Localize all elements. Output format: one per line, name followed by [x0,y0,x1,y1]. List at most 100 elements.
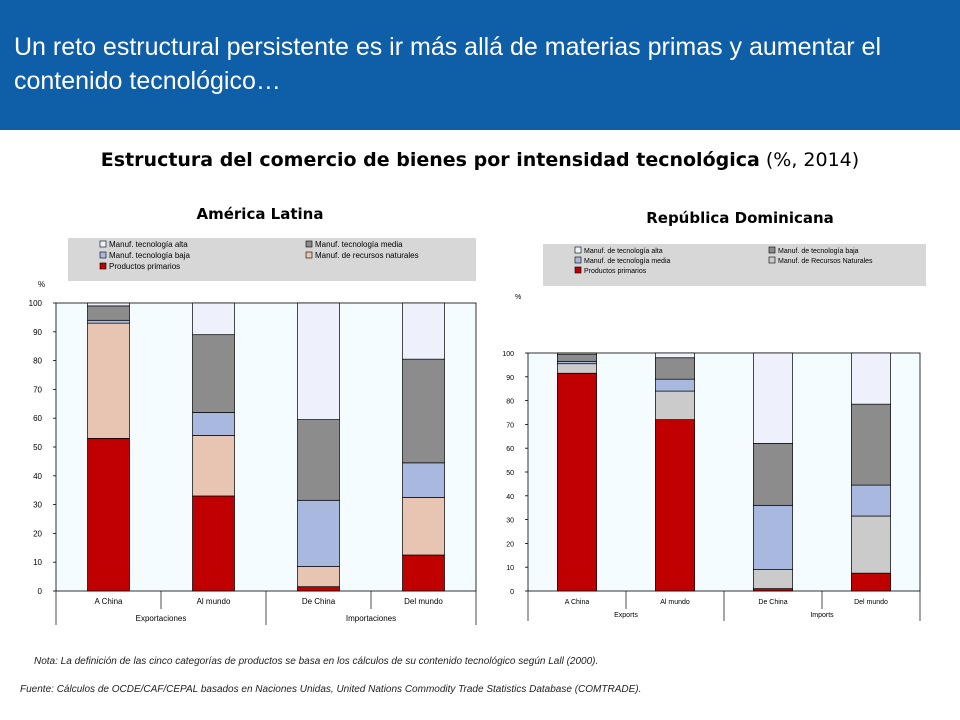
bar-segment-productos-primarios [557,372,597,592]
y-tick-label: 20 [33,529,42,538]
legend-swatch [99,240,107,248]
bar-segment-manuf-de-recursos-naturales [192,435,235,497]
y-tick-label: 50 [506,470,514,477]
x-tick-label: Al mundo [660,599,690,606]
x-tick-label: A China [94,597,123,606]
chart-title-america-latina: América Latina [196,205,324,223]
bar-segment-manuf-tecnologia-alta [402,302,445,360]
bar-segment-manuf-tecnologia-media [402,358,445,464]
bar-segment-manuf-de-tecnologia-baja [851,403,891,486]
group-label: Importaciones [346,614,396,623]
legend-swatch [99,262,107,270]
footnote: Nota: La definición de las cinco categor… [34,656,599,667]
legend-swatch [574,246,582,254]
bar-segment-manuf-tecnologia-alta [192,302,235,336]
legend-swatch [99,251,107,259]
bar-segment-manuf-de-tecnologia-alta [851,352,891,405]
y-tick-label: 50 [33,443,42,452]
y-tick-label: 30 [33,501,42,510]
bar-segment-manuf-de-tecnologia-media [557,360,597,365]
legend-swatch [305,251,313,259]
y-tick-label: 10 [33,558,42,567]
y-tick-label: 100 [29,299,43,308]
bar-segment-productos-primarios [753,588,793,592]
x-tick-label: De China [302,597,336,606]
main-chart-title-bold: Estructura del comercio de bienes por in… [100,149,760,171]
header-banner: Un reto estructural persistente es ir má… [0,0,960,130]
legend-swatch [768,246,776,254]
y-tick-label: 60 [33,414,42,423]
group-label: Imports [810,612,834,619]
y-tick-label: 70 [33,385,42,394]
bar-segment-manuf-de-tecnologia-media [851,484,891,517]
y-tick-label: 10 [506,565,514,572]
y-tick-label: 40 [33,472,42,481]
bar-segment-productos-primarios [655,419,695,592]
bar-segment-manuf-de-recursos-naturales [402,497,445,556]
bar-segment-manuf-de-tecnologia-baja [655,357,695,380]
legend-box [68,238,476,281]
legend-swatch [574,256,582,264]
y-tick-label: 100 [502,351,514,358]
y-tick-label: 80 [33,357,42,366]
legend-swatch [768,256,776,264]
y-axis-unit-label: % [515,294,521,301]
legend-label: Manuf. de tecnología alta [584,248,663,255]
bar-segment-manuf-de-recursos-naturales [753,569,793,589]
legend-label: Productos primarios [109,262,180,271]
legend-label: Manuf. de Recursos Naturales [778,258,873,265]
bar-segment-manuf-de-tecnologia-media [655,378,695,392]
bar-segment-productos-primarios [402,554,445,592]
legend-label: Manuf. de tecnología baja [778,248,859,255]
bar-segment-manuf-de-tecnologia-baja [753,443,793,506]
legend-label: Manuf. tecnología media [315,240,403,249]
bar-segment-manuf-tecnologia-baja [297,499,340,567]
bar-segment-manuf-tecnologia-alta [87,302,130,307]
slide-title: Un reto estructural persistente es ir má… [14,33,882,95]
y-tick-label: 30 [506,518,514,525]
bar-segment-manuf-de-tecnologia-alta [655,352,695,359]
group-label: Exports [614,612,638,619]
bar-segment-manuf-tecnologia-alta [297,302,340,420]
legend-label: Manuf. de tecnología media [584,258,670,265]
bar-segment-manuf-de-recursos-naturales [655,390,695,420]
source-note: Fuente: Cálculos de OCDE/CAF/CEPAL basad… [20,684,642,695]
main-chart-title-suffix: (%, 2014) [759,149,860,171]
y-tick-label: 90 [33,328,42,337]
legend-label: Manuf. tecnología alta [109,240,188,249]
bar-segment-manuf-de-tecnologia-alta [557,352,597,355]
y-tick-label: 20 [506,541,514,548]
legend-swatch [574,266,582,274]
bar-segment-productos-primarios [192,495,235,592]
legend-swatch [305,240,313,248]
bar-segment-productos-primarios [851,572,891,592]
x-tick-label: Al mundo [197,597,231,606]
legend-label: Productos primarios [584,268,647,275]
y-axis-unit-label: % [38,280,45,289]
x-tick-label: Del mundo [854,599,888,606]
legend-label: Manuf. de recursos naturales [315,251,419,260]
bar-segment-manuf-de-tecnologia-alta [753,352,793,444]
y-tick-label: 0 [510,589,514,596]
bar-segment-manuf-tecnologia-media [192,334,235,413]
x-tick-label: A China [565,599,590,606]
bar-segment-manuf-de-tecnologia-baja [557,353,597,362]
y-tick-label: 60 [506,446,514,453]
bar-segment-manuf-tecnologia-media [297,419,340,501]
bar-segment-manuf-de-tecnologia-media [753,504,793,570]
x-tick-label: De China [758,599,787,606]
y-tick-label: 90 [506,375,514,382]
x-tick-label: Del mundo [404,597,443,606]
y-tick-label: 40 [506,494,514,501]
y-tick-label: 70 [506,422,514,429]
legend-label: Manuf. tecnología baja [109,251,190,260]
legend-box [543,244,926,286]
bar-segment-manuf-de-recursos-naturales [557,363,597,374]
y-tick-label: 0 [38,587,43,596]
bar-segment-manuf-de-recursos-naturales [851,515,891,574]
main-chart-title: Estructura del comercio de bienes por in… [0,149,960,171]
group-label: Exportaciones [136,614,187,623]
y-tick-label: 80 [506,399,514,406]
